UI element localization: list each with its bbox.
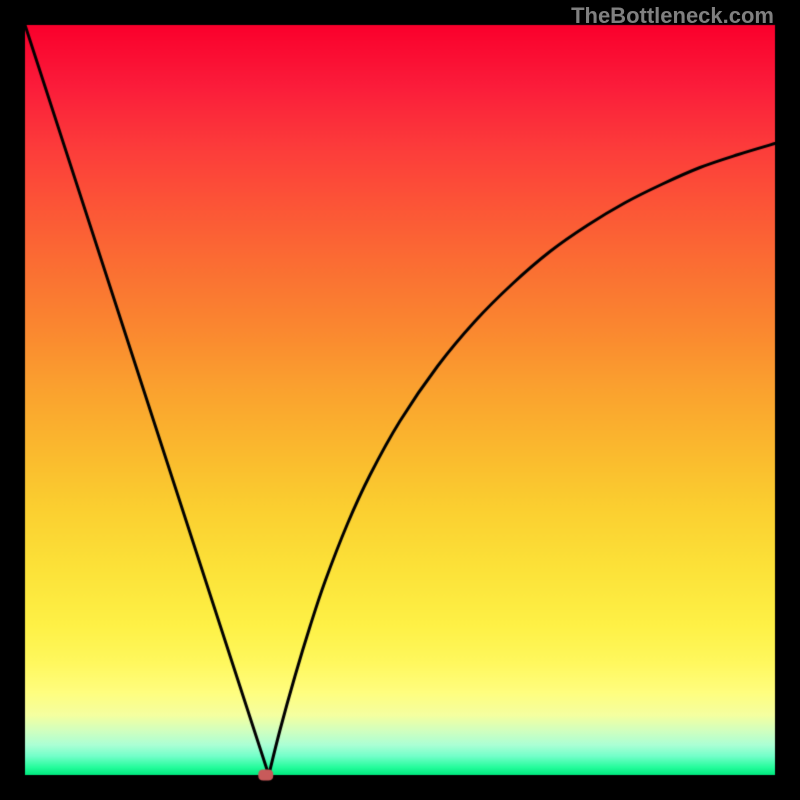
bottleneck-chart	[0, 0, 800, 800]
